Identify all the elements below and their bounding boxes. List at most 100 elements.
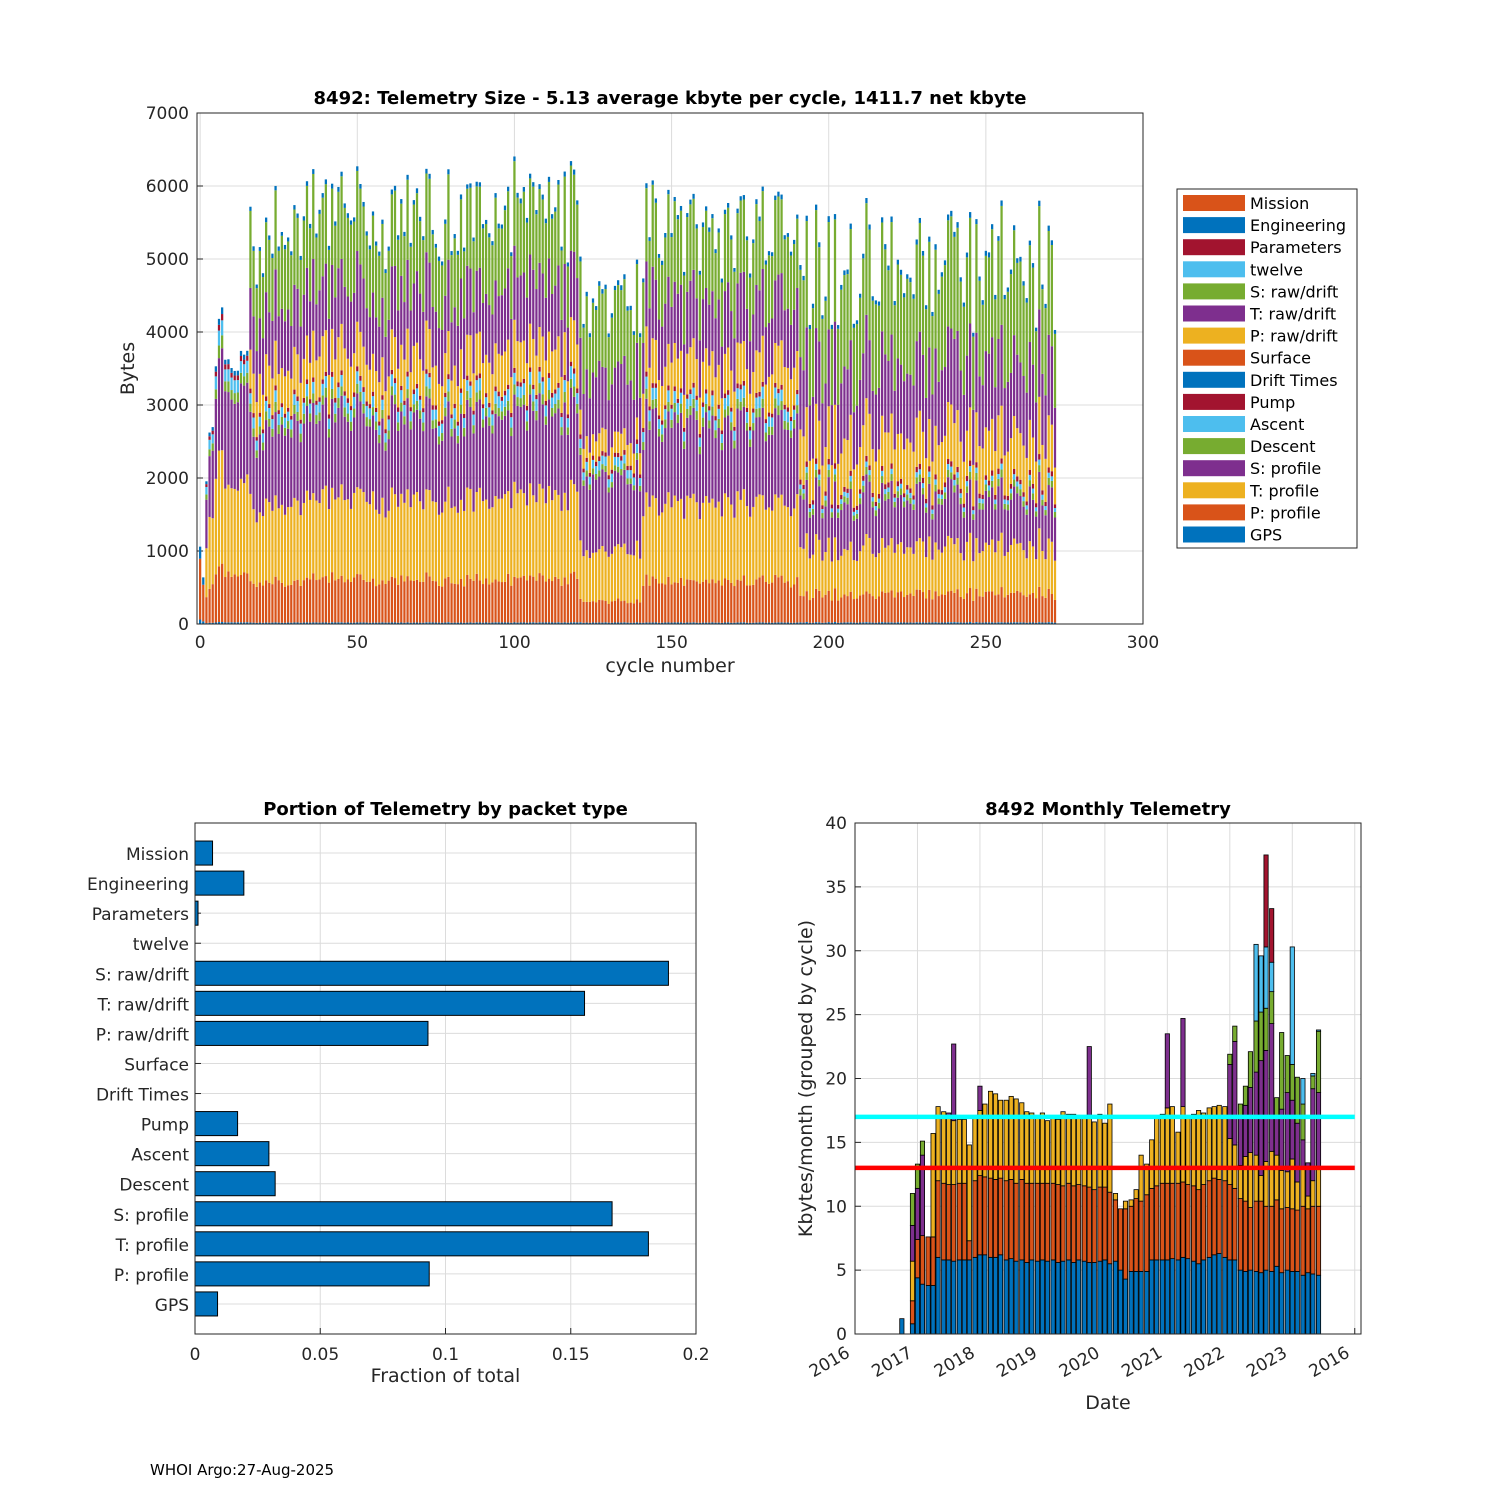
bar-segment <box>299 442 302 516</box>
bar-segment <box>789 437 793 517</box>
bar-segment <box>786 507 789 582</box>
bar-segment <box>293 346 296 390</box>
bar-segment <box>359 264 362 332</box>
bar-segment <box>752 371 755 409</box>
bar-segment <box>321 489 324 578</box>
bar-segment <box>290 429 293 438</box>
bar-segment <box>277 410 280 415</box>
bar-segment <box>943 487 947 493</box>
bar-segment <box>1013 335 1016 416</box>
bar-segment <box>928 241 931 348</box>
bar-segment <box>981 596 984 623</box>
bar-segment <box>415 492 419 580</box>
bar-segment <box>1274 1116 1280 1156</box>
bar-segment <box>488 425 491 509</box>
legend-label: Ascent <box>1250 415 1304 434</box>
bar-segment <box>1008 1179 1014 1260</box>
bar-segment <box>884 622 887 624</box>
bar-segment <box>532 495 535 577</box>
bar-segment <box>255 437 258 441</box>
bar-segment <box>588 337 591 399</box>
bar-segment <box>657 419 661 429</box>
bar-segment <box>400 622 403 624</box>
bar-segment <box>447 622 450 624</box>
bar-segment <box>516 622 519 624</box>
bar-segment <box>434 622 437 624</box>
bar-segment <box>349 224 353 302</box>
bar-segment <box>393 394 397 405</box>
bar-segment <box>764 260 767 265</box>
bar-segment <box>415 271 419 343</box>
bar-segment <box>547 390 551 400</box>
bar-segment <box>1044 597 1047 623</box>
bar-segment <box>227 359 230 365</box>
bar-segment <box>591 601 595 623</box>
bar-segment <box>950 479 953 538</box>
bar-segment <box>359 331 362 376</box>
bar-segment <box>541 622 544 624</box>
bar-segment <box>852 327 855 413</box>
bar-segment <box>808 460 811 504</box>
bar-segment <box>384 442 387 451</box>
bar-segment <box>736 213 739 284</box>
bar-segment <box>607 400 610 456</box>
bar-segment <box>764 384 767 420</box>
bar-segment <box>764 581 767 623</box>
bar-segment <box>742 385 745 398</box>
bar-segment <box>947 220 950 327</box>
bar-segment <box>481 501 485 585</box>
bar-segment <box>1047 230 1050 335</box>
bar-segment <box>271 622 274 624</box>
bar-segment <box>808 503 811 509</box>
bar-segment <box>830 405 833 466</box>
bar-segment <box>525 430 529 506</box>
bar-segment <box>525 505 529 581</box>
bar-segment <box>406 179 409 260</box>
bar-segment <box>1003 503 1006 510</box>
bar-segment <box>1289 1064 1295 1101</box>
bar-segment <box>632 331 635 335</box>
bar-segment <box>202 584 205 622</box>
bar-segment <box>409 310 412 373</box>
bar-segment <box>730 582 733 623</box>
bar-segment <box>994 509 997 553</box>
bar-segment <box>811 597 815 623</box>
bar-segment <box>896 358 899 434</box>
bar-segment <box>529 575 532 623</box>
bar-segment <box>302 622 305 624</box>
bar-segment <box>639 474 642 478</box>
x-tick-label: 2016 <box>1306 1343 1353 1382</box>
bar-segment <box>393 185 397 191</box>
bar-segment <box>299 423 302 434</box>
bar-segment <box>573 622 576 624</box>
bar-segment <box>1053 599 1057 623</box>
bar-segment <box>1035 402 1038 462</box>
bar-segment <box>566 584 569 623</box>
bar-segment <box>843 366 846 439</box>
bar-segment <box>529 371 532 385</box>
bar-segment <box>749 341 752 394</box>
bar-segment <box>997 468 1000 475</box>
bar-segment <box>764 419 767 424</box>
bar-segment <box>657 583 661 623</box>
bar-segment <box>893 622 896 624</box>
bar-segment <box>925 397 928 459</box>
bar-segment <box>925 622 928 624</box>
bar-segment <box>1253 943 1259 1022</box>
bar-segment <box>969 532 972 589</box>
bar-segment <box>745 369 749 408</box>
bar-segment <box>921 488 925 495</box>
bar-segment <box>378 421 381 426</box>
bar-segment <box>623 463 626 470</box>
bar-segment <box>1029 1112 1035 1184</box>
bar-segment <box>287 622 290 624</box>
bar-segment <box>956 466 959 473</box>
bar-segment <box>217 622 221 624</box>
bar-segment <box>623 450 626 455</box>
bar-segment <box>683 271 686 276</box>
bar-segment <box>1024 1111 1030 1184</box>
bar-segment <box>390 622 393 624</box>
bar-segment <box>764 423 767 433</box>
bar-segment <box>318 401 321 413</box>
bar-segment <box>475 380 478 393</box>
